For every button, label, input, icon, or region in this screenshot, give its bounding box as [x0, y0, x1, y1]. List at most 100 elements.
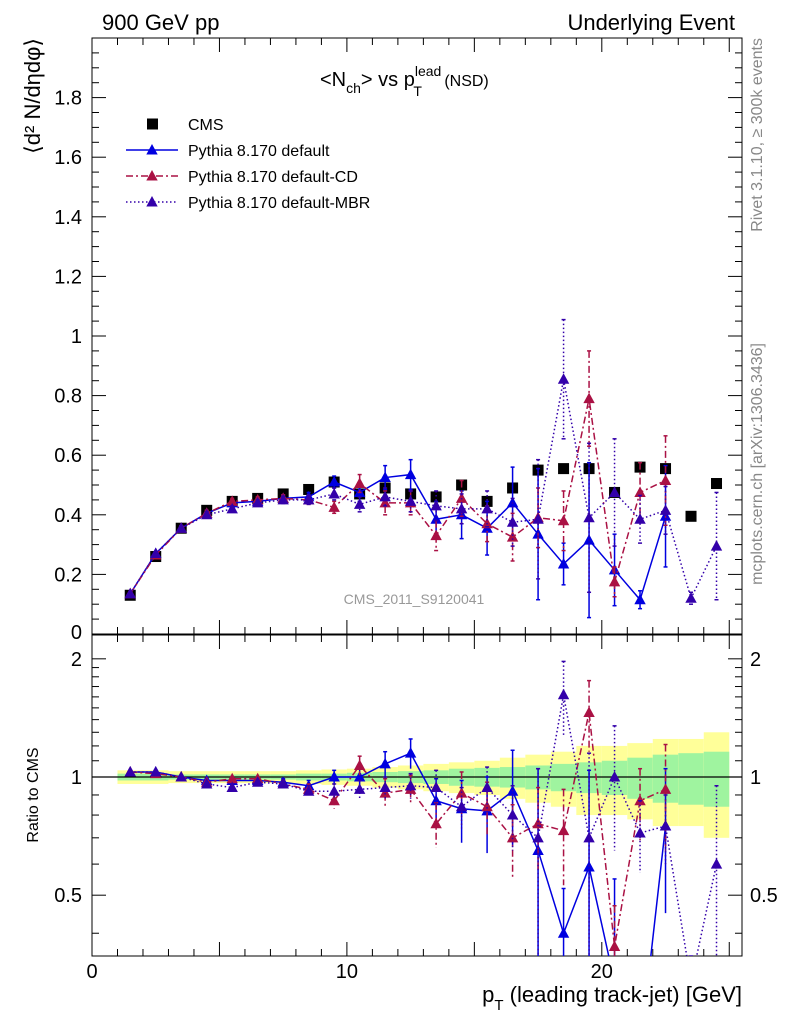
ratio-ytick-label: 0.5 [54, 885, 82, 907]
ratio-data-point [201, 777, 213, 789]
ratio-data-point [328, 771, 340, 782]
data-point [659, 504, 672, 515]
data-point [328, 487, 340, 499]
ratio-data-point [379, 787, 391, 798]
ratio-data-point [404, 779, 417, 791]
data-point [608, 486, 621, 497]
data-point [124, 587, 136, 599]
ratio-data-point [150, 765, 162, 777]
ratio-data-point [226, 772, 238, 784]
data-point [404, 468, 417, 480]
data-point [583, 511, 595, 523]
ratio-data-point [583, 831, 595, 843]
header-right: Underlying Event [567, 10, 735, 35]
main-title: <Nch> vs plead T (NSD) [320, 63, 489, 99]
ratio-data-point [353, 759, 366, 770]
legend-label: Pythia 8.170 default-MBR [188, 195, 370, 212]
data-point [430, 529, 442, 541]
legend: CMS Pythia 8.170 default Pythia 8.170 defa… [126, 117, 370, 212]
ratio-xtick-label: 20 [591, 961, 613, 983]
ratio-series-2 [124, 660, 723, 956]
ratio-ytick-label: 2 [71, 649, 82, 671]
x-axis-label: pT (leading track-jet) [GeV] [482, 982, 742, 1014]
data-point [226, 502, 238, 514]
data-point [150, 547, 162, 559]
data-point [557, 373, 570, 384]
data-point [506, 516, 519, 527]
main-data [124, 318, 723, 619]
data-point [175, 522, 187, 533]
ratio-data-point [532, 831, 544, 843]
data-point [226, 495, 238, 506]
data-point [532, 513, 544, 524]
main-ytick-label: 1.4 [54, 207, 82, 229]
legend-label: Pythia 8.170 default-CD [188, 169, 358, 186]
ratio-data-point [175, 771, 187, 782]
ratio-data-point [328, 794, 340, 806]
data-point [685, 592, 697, 603]
ratio-ytick-label-right: 1 [750, 767, 761, 789]
data-point [659, 474, 672, 486]
legend-marker [146, 144, 158, 155]
header-left: 900 GeV pp [102, 10, 219, 35]
ratio-data-point [430, 781, 442, 793]
data-point [506, 531, 519, 542]
ratio-data-point [481, 800, 493, 812]
ratio-data-point [557, 927, 570, 938]
ratio-data-point [251, 776, 264, 787]
ratio-data-point [277, 777, 289, 789]
data-point [557, 557, 570, 569]
data-point [455, 502, 468, 514]
ratio-data-point [506, 809, 519, 820]
uncertainty-band-inner [703, 751, 730, 807]
data-point [353, 498, 366, 509]
ratio-data [124, 660, 723, 956]
uncertainty-band-inner [627, 757, 653, 799]
mcplots-label: mcplots.cern.ch [arXiv:1306.3436] [749, 343, 766, 585]
main-ytick-label: 1.2 [54, 266, 82, 288]
main-ytick-label: 0.8 [54, 386, 82, 408]
ratio-ytick-label-right: 2 [750, 649, 761, 671]
data-point [303, 483, 315, 495]
ratio-data-point [557, 688, 570, 700]
main-ylabel: ⟨d² N/dηdφ⟩ [20, 38, 45, 154]
data-point [328, 476, 340, 487]
data-point [608, 575, 621, 587]
ratio-data-point [659, 820, 672, 831]
ratio-data-point [404, 747, 417, 758]
data-point [430, 499, 442, 511]
ratio-ytick-label-right: 0.5 [750, 885, 778, 907]
ratio-series-line [130, 694, 718, 956]
data-point [481, 502, 493, 514]
main-ytick-label: 0.2 [54, 564, 82, 586]
main-ytick-label-zero: 0 [71, 622, 82, 644]
data-point [430, 491, 442, 503]
data-point [379, 490, 391, 502]
data-point [379, 496, 391, 508]
ratio-data-point [557, 824, 570, 836]
main-ytick-label: 1.8 [54, 88, 82, 110]
data-point [277, 493, 289, 505]
data-point [379, 471, 391, 483]
main-ytick-label: 1.6 [54, 147, 82, 169]
ratio-data-point [353, 783, 366, 794]
data-point [685, 510, 697, 522]
data-point [557, 514, 570, 526]
ratio-data-point [455, 800, 468, 812]
ratio-xtick-label: 10 [336, 961, 358, 983]
data-point [404, 495, 417, 506]
legend-marker [146, 196, 158, 207]
ratio-data-point [302, 785, 315, 796]
data-point [201, 508, 213, 520]
data-point [506, 496, 519, 508]
ratio-data-point [379, 781, 391, 793]
data-point [634, 593, 646, 605]
ratio-data-point [710, 858, 723, 869]
legend-marker [146, 170, 158, 181]
data-point [455, 492, 468, 503]
ratio-xtick-label: 0 [86, 961, 97, 983]
ratio-data-point [481, 781, 493, 793]
ratio-data-point [226, 781, 238, 793]
legend-label: CMS [188, 117, 224, 134]
data-point [710, 540, 723, 551]
